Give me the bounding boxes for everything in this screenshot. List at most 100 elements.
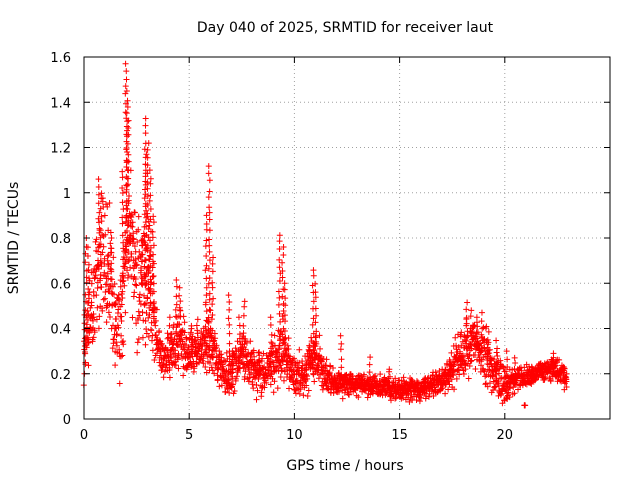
data-point	[95, 248, 102, 255]
data-point	[548, 369, 555, 376]
data-point	[200, 355, 207, 362]
data-point	[120, 245, 127, 252]
data-point	[225, 315, 232, 322]
data-point	[323, 356, 330, 363]
data-point	[176, 284, 183, 291]
data-point	[542, 374, 549, 381]
data-point	[177, 313, 184, 320]
data-point	[549, 357, 556, 364]
data-point	[544, 359, 551, 366]
data-point	[232, 375, 239, 382]
data-point	[152, 322, 159, 329]
data-point	[130, 230, 137, 237]
data-point	[254, 387, 261, 394]
data-point	[150, 242, 157, 249]
data-point	[150, 280, 157, 287]
data-point	[507, 385, 514, 392]
data-point	[175, 352, 182, 359]
data-point	[203, 292, 210, 299]
data-point	[241, 344, 248, 351]
data-point	[310, 267, 317, 274]
data-point	[146, 286, 153, 293]
data-point	[274, 385, 281, 392]
data-point	[100, 243, 107, 250]
data-point	[486, 380, 493, 387]
data-point	[158, 341, 165, 348]
data-point	[222, 373, 229, 380]
y-axis-title: SRMTID / TECUs	[6, 182, 22, 295]
data-point	[528, 380, 535, 387]
data-point	[110, 340, 117, 347]
data-point	[156, 328, 163, 335]
data-point	[448, 349, 455, 356]
data-point	[512, 360, 519, 367]
data-point	[209, 260, 216, 267]
data-point	[123, 188, 130, 195]
data-point	[125, 258, 132, 265]
data-point	[134, 238, 141, 245]
data-point	[173, 293, 180, 300]
data-point	[133, 282, 140, 289]
data-point	[95, 200, 102, 207]
data-point	[183, 334, 190, 341]
data-point	[102, 231, 109, 238]
data-point	[317, 345, 324, 352]
data-point	[239, 360, 246, 367]
data-point	[126, 193, 133, 200]
data-point	[84, 253, 91, 260]
data-point	[241, 298, 248, 305]
data-point	[119, 189, 126, 196]
data-point	[135, 213, 142, 220]
data-point	[203, 237, 210, 244]
data-point	[146, 237, 153, 244]
data-point	[367, 381, 374, 388]
data-point	[255, 349, 262, 356]
data-point	[282, 302, 289, 309]
data-point	[146, 222, 153, 229]
data-point	[267, 381, 274, 388]
y-tick-label: 1	[63, 187, 71, 202]
data-point	[206, 296, 213, 303]
data-point	[146, 167, 153, 174]
data-point	[203, 343, 210, 350]
data-point	[136, 294, 143, 301]
data-point	[304, 373, 311, 380]
data-point	[484, 355, 491, 362]
data-point	[208, 316, 215, 323]
data-point	[497, 357, 504, 364]
data-point	[313, 312, 320, 319]
data-point	[392, 375, 399, 382]
data-point	[400, 374, 407, 381]
data-point	[96, 219, 103, 226]
data-point	[481, 368, 488, 375]
data-point	[144, 242, 151, 249]
data-point	[485, 328, 492, 335]
data-point	[85, 267, 92, 274]
data-point	[473, 319, 480, 326]
data-point	[281, 312, 288, 319]
data-point	[309, 321, 316, 328]
data-point	[276, 353, 283, 360]
data-point	[119, 232, 126, 239]
data-point	[466, 363, 473, 369]
data-point	[277, 374, 284, 381]
data-point	[143, 326, 150, 333]
data-point	[276, 256, 283, 263]
data-point	[199, 357, 206, 364]
data-point	[355, 394, 362, 401]
data-point	[145, 333, 152, 340]
data-point	[295, 385, 302, 392]
data-point	[209, 279, 216, 286]
data-point	[144, 185, 151, 192]
data-point	[267, 352, 274, 359]
data-point	[132, 275, 139, 282]
data-point	[446, 381, 453, 388]
data-point	[241, 352, 248, 359]
data-point	[299, 358, 306, 365]
data-point	[189, 348, 196, 355]
tick-labels: 0 0.2 0.4 0.6 0.8 1 1.2 1.4 1.6 0 5 10 15 20	[50, 51, 513, 443]
data-point	[271, 378, 278, 385]
data-point	[188, 322, 195, 329]
data-point	[459, 364, 466, 371]
data-point	[124, 140, 131, 147]
